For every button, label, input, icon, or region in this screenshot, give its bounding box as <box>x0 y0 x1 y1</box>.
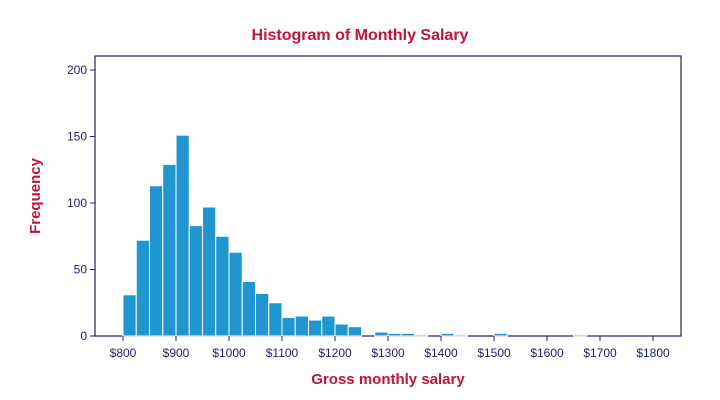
histogram-bar <box>281 316 296 337</box>
histogram-bar <box>162 163 177 337</box>
histogram-bar <box>414 334 429 337</box>
y-tick-label: 50 <box>74 263 88 277</box>
histogram-bar <box>453 334 468 337</box>
histogram-bar <box>321 315 336 337</box>
x-tick-label: $1200 <box>318 346 352 360</box>
histogram-bar <box>268 302 283 337</box>
x-tick-label: $1700 <box>583 346 617 360</box>
x-tick-label: $800 <box>110 346 137 360</box>
chart-title: Histogram of Monthly Salary <box>252 27 469 44</box>
histogram-bar <box>308 319 323 337</box>
x-tick-label: $1800 <box>636 346 670 360</box>
y-tick-label: 0 <box>80 329 87 343</box>
x-tick-label: $1100 <box>266 346 299 360</box>
y-axis-title: Frequency <box>27 157 44 234</box>
x-tick-label: $1000 <box>212 346 246 360</box>
histogram-bar <box>122 294 137 337</box>
x-tick-label: $1500 <box>477 346 511 360</box>
x-tick-label: $1400 <box>424 346 458 360</box>
y-tick-label: 150 <box>67 130 87 144</box>
histogram-bar <box>440 332 455 337</box>
histogram-bar <box>374 331 389 337</box>
histogram-bar <box>215 235 230 337</box>
x-tick-label: $900 <box>163 346 190 360</box>
x-tick-label: $1600 <box>530 346 564 360</box>
y-tick-label: 100 <box>67 196 87 210</box>
histogram-bar <box>294 315 309 337</box>
y-tick-label: 200 <box>67 63 87 77</box>
histogram-bar <box>400 332 415 337</box>
histogram-bar <box>241 280 256 337</box>
histogram-bar <box>334 323 349 337</box>
histogram-bar <box>387 332 402 337</box>
histogram-bar <box>255 292 270 337</box>
histogram-bar <box>573 334 588 337</box>
histogram-bar <box>135 239 150 337</box>
histogram-bar <box>149 185 164 337</box>
histogram-bar <box>202 206 217 337</box>
x-tick-label: $1300 <box>371 346 405 360</box>
histogram-bar <box>188 225 203 337</box>
y-axis: 0 50 100 150 200 <box>67 63 95 343</box>
x-axis-title: Gross monthly salary <box>311 371 465 388</box>
histogram-bar <box>493 332 508 337</box>
histogram-bar <box>228 251 243 337</box>
histogram-bar <box>175 134 190 337</box>
histogram-bar <box>347 326 362 337</box>
x-axis: $800 $900 $1000 $1100 $1200 $1300 $1400 $1500 $1… <box>110 336 670 360</box>
bars-group <box>122 134 588 337</box>
